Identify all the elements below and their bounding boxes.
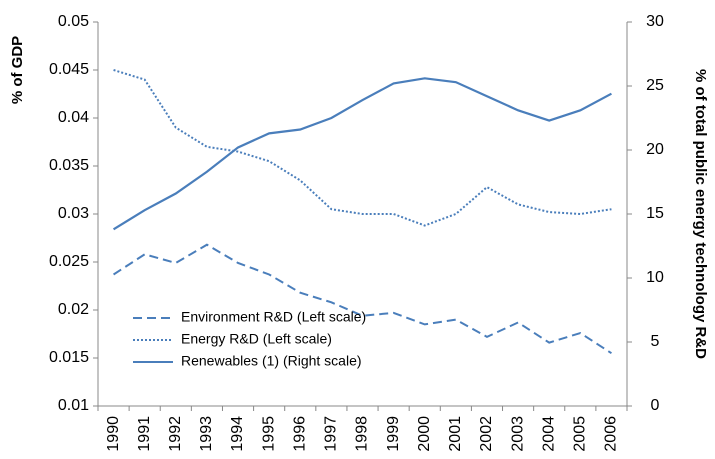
x-tick-label: 2002: [478, 416, 495, 452]
legend-label: Energy R&D (Left scale): [181, 331, 332, 347]
y-tick-label: 0.015: [49, 349, 89, 366]
y-tick-label: 0.03: [58, 205, 89, 222]
y-tick-label: 0.035: [49, 157, 89, 174]
y-axis-title: % of GDP: [9, 36, 26, 104]
y-tick-label: 0.01: [58, 397, 89, 414]
x-tick-label: 1992: [167, 416, 184, 452]
x-tick-label: 2001: [447, 416, 464, 452]
x-tick-label: 2003: [509, 416, 526, 452]
series-line: [112, 77, 612, 231]
y2-tick-label: 10: [646, 269, 664, 286]
y-tick-label: 0.025: [49, 253, 89, 270]
series-line: [113, 69, 612, 227]
y2-tick-label: 15: [646, 205, 664, 222]
y2-tick-label: 5: [651, 333, 660, 350]
legend-label: Renewables (1) (Right scale): [181, 353, 362, 369]
x-tick-label: 2000: [416, 416, 433, 452]
x-tick-label: 1999: [385, 416, 402, 452]
x-tick-label: 1997: [323, 416, 340, 452]
x-tick-label: 1996: [291, 416, 308, 452]
legend-label: Environment R&D (Left scale): [181, 309, 366, 325]
x-tick-label: 2006: [603, 416, 620, 452]
x-tick-label: 2004: [540, 416, 557, 452]
y2-tick-label: 25: [646, 77, 664, 94]
y-tick-label: 0.045: [49, 61, 89, 78]
y-tick-label: 0.04: [58, 109, 89, 126]
x-tick-label: 1998: [354, 416, 371, 452]
x-tick-label: 1994: [229, 416, 246, 452]
y2-tick-label: 20: [646, 141, 664, 158]
x-tick-label: 1990: [105, 416, 122, 452]
x-tick-label: 1993: [198, 416, 215, 452]
y2-axis-title: % of total public energy technology R&D: [692, 69, 709, 359]
y-tick-label: 0.02: [58, 301, 89, 318]
y2-tick-label: 0: [651, 397, 660, 414]
x-tick-label: 1991: [136, 416, 153, 452]
y2-tick-label: 30: [646, 13, 664, 30]
x-tick-label: 2005: [572, 416, 589, 452]
series-line: [113, 243, 612, 355]
x-tick-label: 1995: [260, 416, 277, 452]
y-tick-label: 0.05: [58, 13, 89, 30]
